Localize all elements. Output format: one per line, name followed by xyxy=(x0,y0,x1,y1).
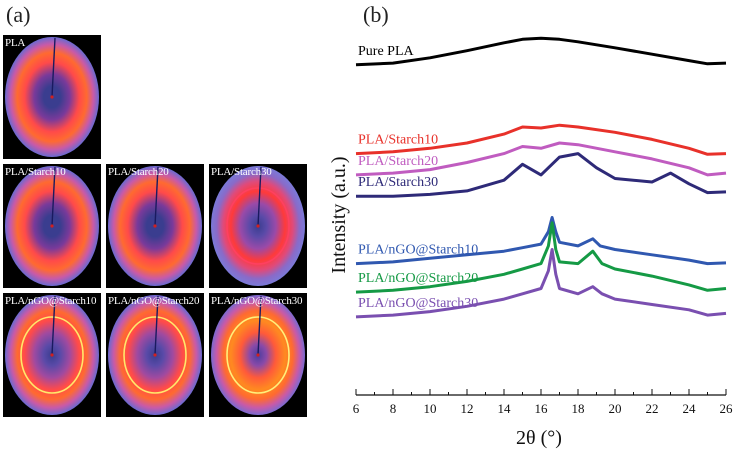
scattering-pattern xyxy=(108,295,202,415)
panel-b-label: (b) xyxy=(363,2,389,27)
x-tick-label: 24 xyxy=(683,401,697,416)
pattern-tile-starch20: PLA/Starch20 xyxy=(106,164,204,288)
scattering-pattern xyxy=(211,166,305,286)
beam-center xyxy=(256,224,260,228)
x-tick-label: 26 xyxy=(720,401,734,416)
beam-stop xyxy=(51,166,56,227)
series-label: PLA/nGO@Starch30 xyxy=(358,296,478,311)
tile-label: PLA/Starch20 xyxy=(108,166,169,178)
beam-center xyxy=(50,95,54,99)
series-line xyxy=(355,248,727,319)
x-tick-label: 8 xyxy=(390,401,397,416)
pattern-tile-pla: PLA xyxy=(3,35,101,159)
series-label: PLA/Starch20 xyxy=(358,154,438,169)
x-axis-title: 2θ (°) xyxy=(516,427,562,449)
scattering-pattern xyxy=(5,295,99,415)
beam-center xyxy=(50,353,54,357)
series-line xyxy=(356,152,727,198)
x-tick-label: 22 xyxy=(646,401,659,416)
x-tick-label: 20 xyxy=(609,401,622,416)
pattern-tile-starch30: PLA/Starch30 xyxy=(209,164,307,288)
scattering-pattern xyxy=(108,166,202,286)
series-label: PLA/nGO@Starch10 xyxy=(358,243,478,258)
series-layer: Pure PLA PLA/Starch10 PLA/Starch20 PLA/Star… xyxy=(355,36,727,319)
x-tick-label: 18 xyxy=(572,401,585,416)
beam-stop xyxy=(51,295,56,356)
y-axis-title: Intensity (a.u.) xyxy=(328,156,350,273)
x-tick-label: 12 xyxy=(461,401,474,416)
x-tick-label: 16 xyxy=(535,401,549,416)
x-tick-label: 10 xyxy=(424,401,437,416)
beam-stop xyxy=(51,37,56,98)
x-tick-label: 14 xyxy=(498,401,512,416)
tile-label: PLA/Starch30 xyxy=(211,166,272,178)
beam-center xyxy=(50,224,54,228)
tile-label: PLA/Starch10 xyxy=(5,166,66,178)
series-label: PLA/Starch10 xyxy=(358,133,438,148)
scattering-pattern xyxy=(5,37,99,157)
series-label: PLA/Starch30 xyxy=(358,175,438,190)
x-tick-label: 6 xyxy=(353,401,360,416)
crystal-ring xyxy=(123,316,187,394)
pattern-tile-starch10: PLA/Starch10 xyxy=(3,164,101,288)
beam-stop xyxy=(154,295,159,356)
tile-label: PLA/nGO@Starch30 xyxy=(211,295,303,307)
pattern-tile-ngo-starch20: PLA/nGO@Starch20 xyxy=(106,293,204,417)
tile-label: PLA/nGO@Starch20 xyxy=(108,295,200,307)
panel-a-label: (a) xyxy=(6,2,31,27)
beam-center xyxy=(153,353,157,357)
series-label: Pure PLA xyxy=(358,44,415,59)
crystal-ring xyxy=(20,316,84,394)
beam-stop xyxy=(257,295,262,356)
crystal-ring xyxy=(226,316,290,394)
beam-stop xyxy=(257,166,262,227)
series-line xyxy=(355,216,727,266)
beam-center xyxy=(153,224,157,228)
x-axis: 6 8 10 12 14 16 18 20 22 24 26 xyxy=(353,389,733,416)
series-label: PLA/nGO@Starch20 xyxy=(358,271,478,286)
pattern-tile-ngo-starch10: PLA/nGO@Starch10 xyxy=(3,293,101,417)
series-line xyxy=(355,36,727,67)
series-line xyxy=(355,221,727,294)
crystal-ring xyxy=(226,187,290,265)
scattering-pattern xyxy=(211,295,305,415)
beam-center xyxy=(256,353,260,357)
scattering-pattern xyxy=(5,166,99,286)
series-line xyxy=(355,123,727,156)
pattern-tile-ngo-starch30: PLA/nGO@Starch30 xyxy=(209,293,307,417)
beam-stop xyxy=(154,166,159,227)
series-line xyxy=(355,141,727,177)
tile-label: PLA/nGO@Starch10 xyxy=(5,295,97,307)
tile-label: PLA xyxy=(5,37,26,49)
